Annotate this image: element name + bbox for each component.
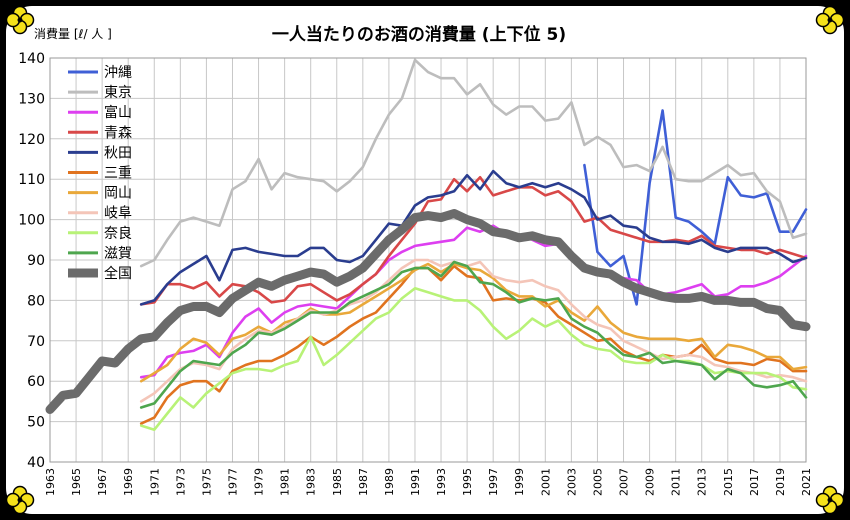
series-line-全国 (45, 209, 811, 414)
x-tick-label: 1999 (513, 468, 526, 496)
x-tick-label: 2015 (722, 468, 735, 496)
legend-label: 奈良 (104, 226, 132, 242)
yellow-flower-icon (815, 5, 845, 35)
flower-center (827, 17, 833, 23)
x-tick-label: 1981 (279, 468, 292, 496)
y-axis-label: 消費量 [ℓ/ 人 ] (34, 26, 112, 41)
y-tick-label: 40 (27, 455, 45, 471)
x-tick-label: 2021 (800, 468, 813, 496)
series-lines (45, 58, 811, 432)
legend-label: 全国 (104, 265, 132, 282)
series-line-岐阜 (139, 258, 808, 403)
x-tick-label: 2003 (565, 468, 578, 496)
x-tick-label: 2011 (670, 468, 683, 496)
chart-title: 一人当たりのお酒の消費量 (上下位 5) (272, 24, 566, 45)
y-tick-label: 90 (27, 253, 45, 269)
legend-label: 富山 (104, 104, 132, 121)
y-tick-label: 50 (27, 415, 45, 431)
series-line-沖縄 (583, 109, 808, 306)
x-tick-label: 2009 (644, 468, 657, 496)
y-tick-label: 80 (27, 293, 45, 309)
series-line-東京 (139, 58, 808, 268)
axes: 40 50 60 70 80 90 100 110 120 130 140 1963 1965 1967 1… (18, 51, 813, 496)
x-tick-label: 1987 (357, 468, 370, 496)
y-tick-label: 130 (18, 91, 45, 107)
series-line-青森 (139, 175, 808, 306)
legend-label: 秋田 (104, 145, 132, 161)
chart-card: 40 50 60 70 80 90 100 110 120 130 140 1963 1965 1967 1… (6, 6, 844, 514)
flower-center (17, 497, 23, 503)
y-tick-label: 100 (18, 213, 45, 229)
yellow-flower-icon (815, 485, 845, 515)
x-tick-label: 1967 (96, 468, 109, 496)
legend-label: 青森 (104, 125, 132, 141)
x-tick-label: 1995 (461, 468, 474, 496)
series-line-秋田 (139, 169, 808, 306)
x-tick-label: 2005 (591, 468, 604, 496)
x-tick-label: 1969 (122, 468, 135, 496)
plot-border (49, 57, 807, 463)
x-tick-label: 2017 (748, 468, 761, 496)
yellow-flower-icon (5, 5, 35, 35)
y-tick-label: 110 (18, 172, 45, 188)
line-chart: 40 50 60 70 80 90 100 110 120 130 140 1963 1965 1967 1… (18, 24, 813, 496)
x-tick-label: 1977 (226, 468, 239, 496)
series-line-滋賀 (139, 260, 808, 409)
x-tick-label: 2013 (696, 468, 709, 496)
x-tick-label: 2019 (774, 468, 787, 496)
x-tick-label: 1973 (174, 468, 187, 496)
x-tick-label: 1979 (253, 468, 266, 496)
series-line-富山 (139, 224, 808, 379)
legend-label: 岡山 (104, 186, 132, 202)
y-tick-label: 70 (27, 334, 45, 350)
legend-label: 岐阜 (104, 205, 132, 222)
x-tick-label: 1985 (331, 468, 344, 496)
x-tick-label: 1963 (44, 468, 57, 496)
x-tick-label: 1983 (305, 468, 318, 496)
legend-label: 滋賀 (104, 246, 132, 262)
x-tick-label: 1965 (70, 468, 83, 496)
y-tick-label: 140 (18, 51, 45, 67)
yellow-flower-icon (5, 485, 35, 515)
x-tick-label: 1971 (148, 468, 161, 496)
y-tick-label: 60 (27, 374, 45, 390)
flower-center (827, 497, 833, 503)
x-tick-label: 1975 (200, 468, 213, 496)
series-line-三重 (139, 264, 808, 425)
legend-label: 東京 (104, 85, 132, 101)
x-tick-label: 1991 (409, 468, 422, 496)
y-tick-label: 120 (18, 132, 45, 148)
flower-center (17, 17, 23, 23)
x-tick-label: 1997 (487, 468, 500, 496)
series-line-岡山 (139, 262, 808, 383)
legend-label: 三重 (104, 166, 132, 182)
x-tick-label: 2001 (539, 468, 552, 496)
x-tick-label: 1989 (383, 468, 396, 496)
x-tick-label: 1993 (435, 468, 448, 496)
x-tick-label: 2007 (618, 468, 631, 496)
legend-label: 沖縄 (104, 65, 132, 81)
